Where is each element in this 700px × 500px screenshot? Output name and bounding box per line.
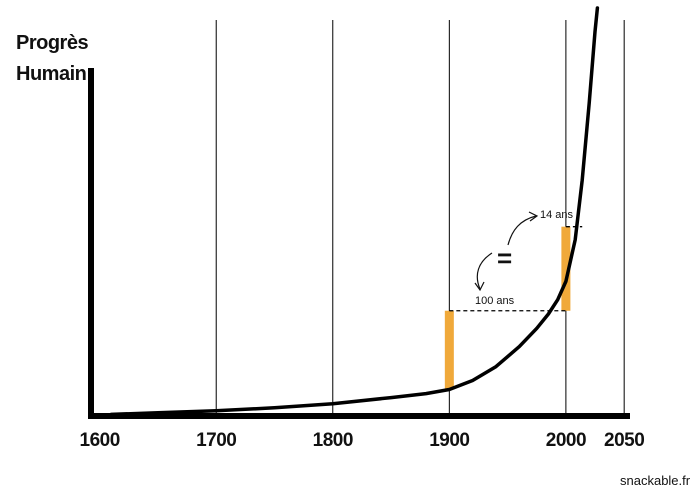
annotation-bar-1900 [444,310,454,390]
arrow-up-head [528,211,539,222]
y-axis-label-line-2: Humain [16,63,86,85]
x-tick-label-2050: 2050 [604,430,644,451]
axes [88,68,630,419]
annotation-dashes [449,226,583,312]
progress-curve [109,6,600,417]
label-14-ans: 14 ans [540,209,574,221]
vertical-gridlines [215,20,625,416]
x-tick-label-2000: 2000 [546,430,586,451]
x-tick-label-1800: 1800 [313,430,353,451]
arrow-down-head [474,281,485,292]
x-tick-label-1600: 1600 [80,430,120,451]
arrow-down-curved [476,252,493,290]
label-100-ans: 100 ans [475,295,515,307]
x-tick-label-1700: 1700 [196,430,236,451]
arrow-up-curved [507,215,537,246]
x-tick-labels: 1600 1700 1800 1900 2000 2050 [80,430,645,451]
x-tick-label-1900: 1900 [429,430,469,451]
y-axis-label-line-1: Progrès [16,32,88,54]
annotations: = 100 ans 14 ans [474,209,574,307]
equals-sign: = [497,243,512,273]
annotation-bar-2000 [561,226,571,311]
annotation-bars [444,226,571,390]
watermark: snackable.fr [620,473,691,488]
